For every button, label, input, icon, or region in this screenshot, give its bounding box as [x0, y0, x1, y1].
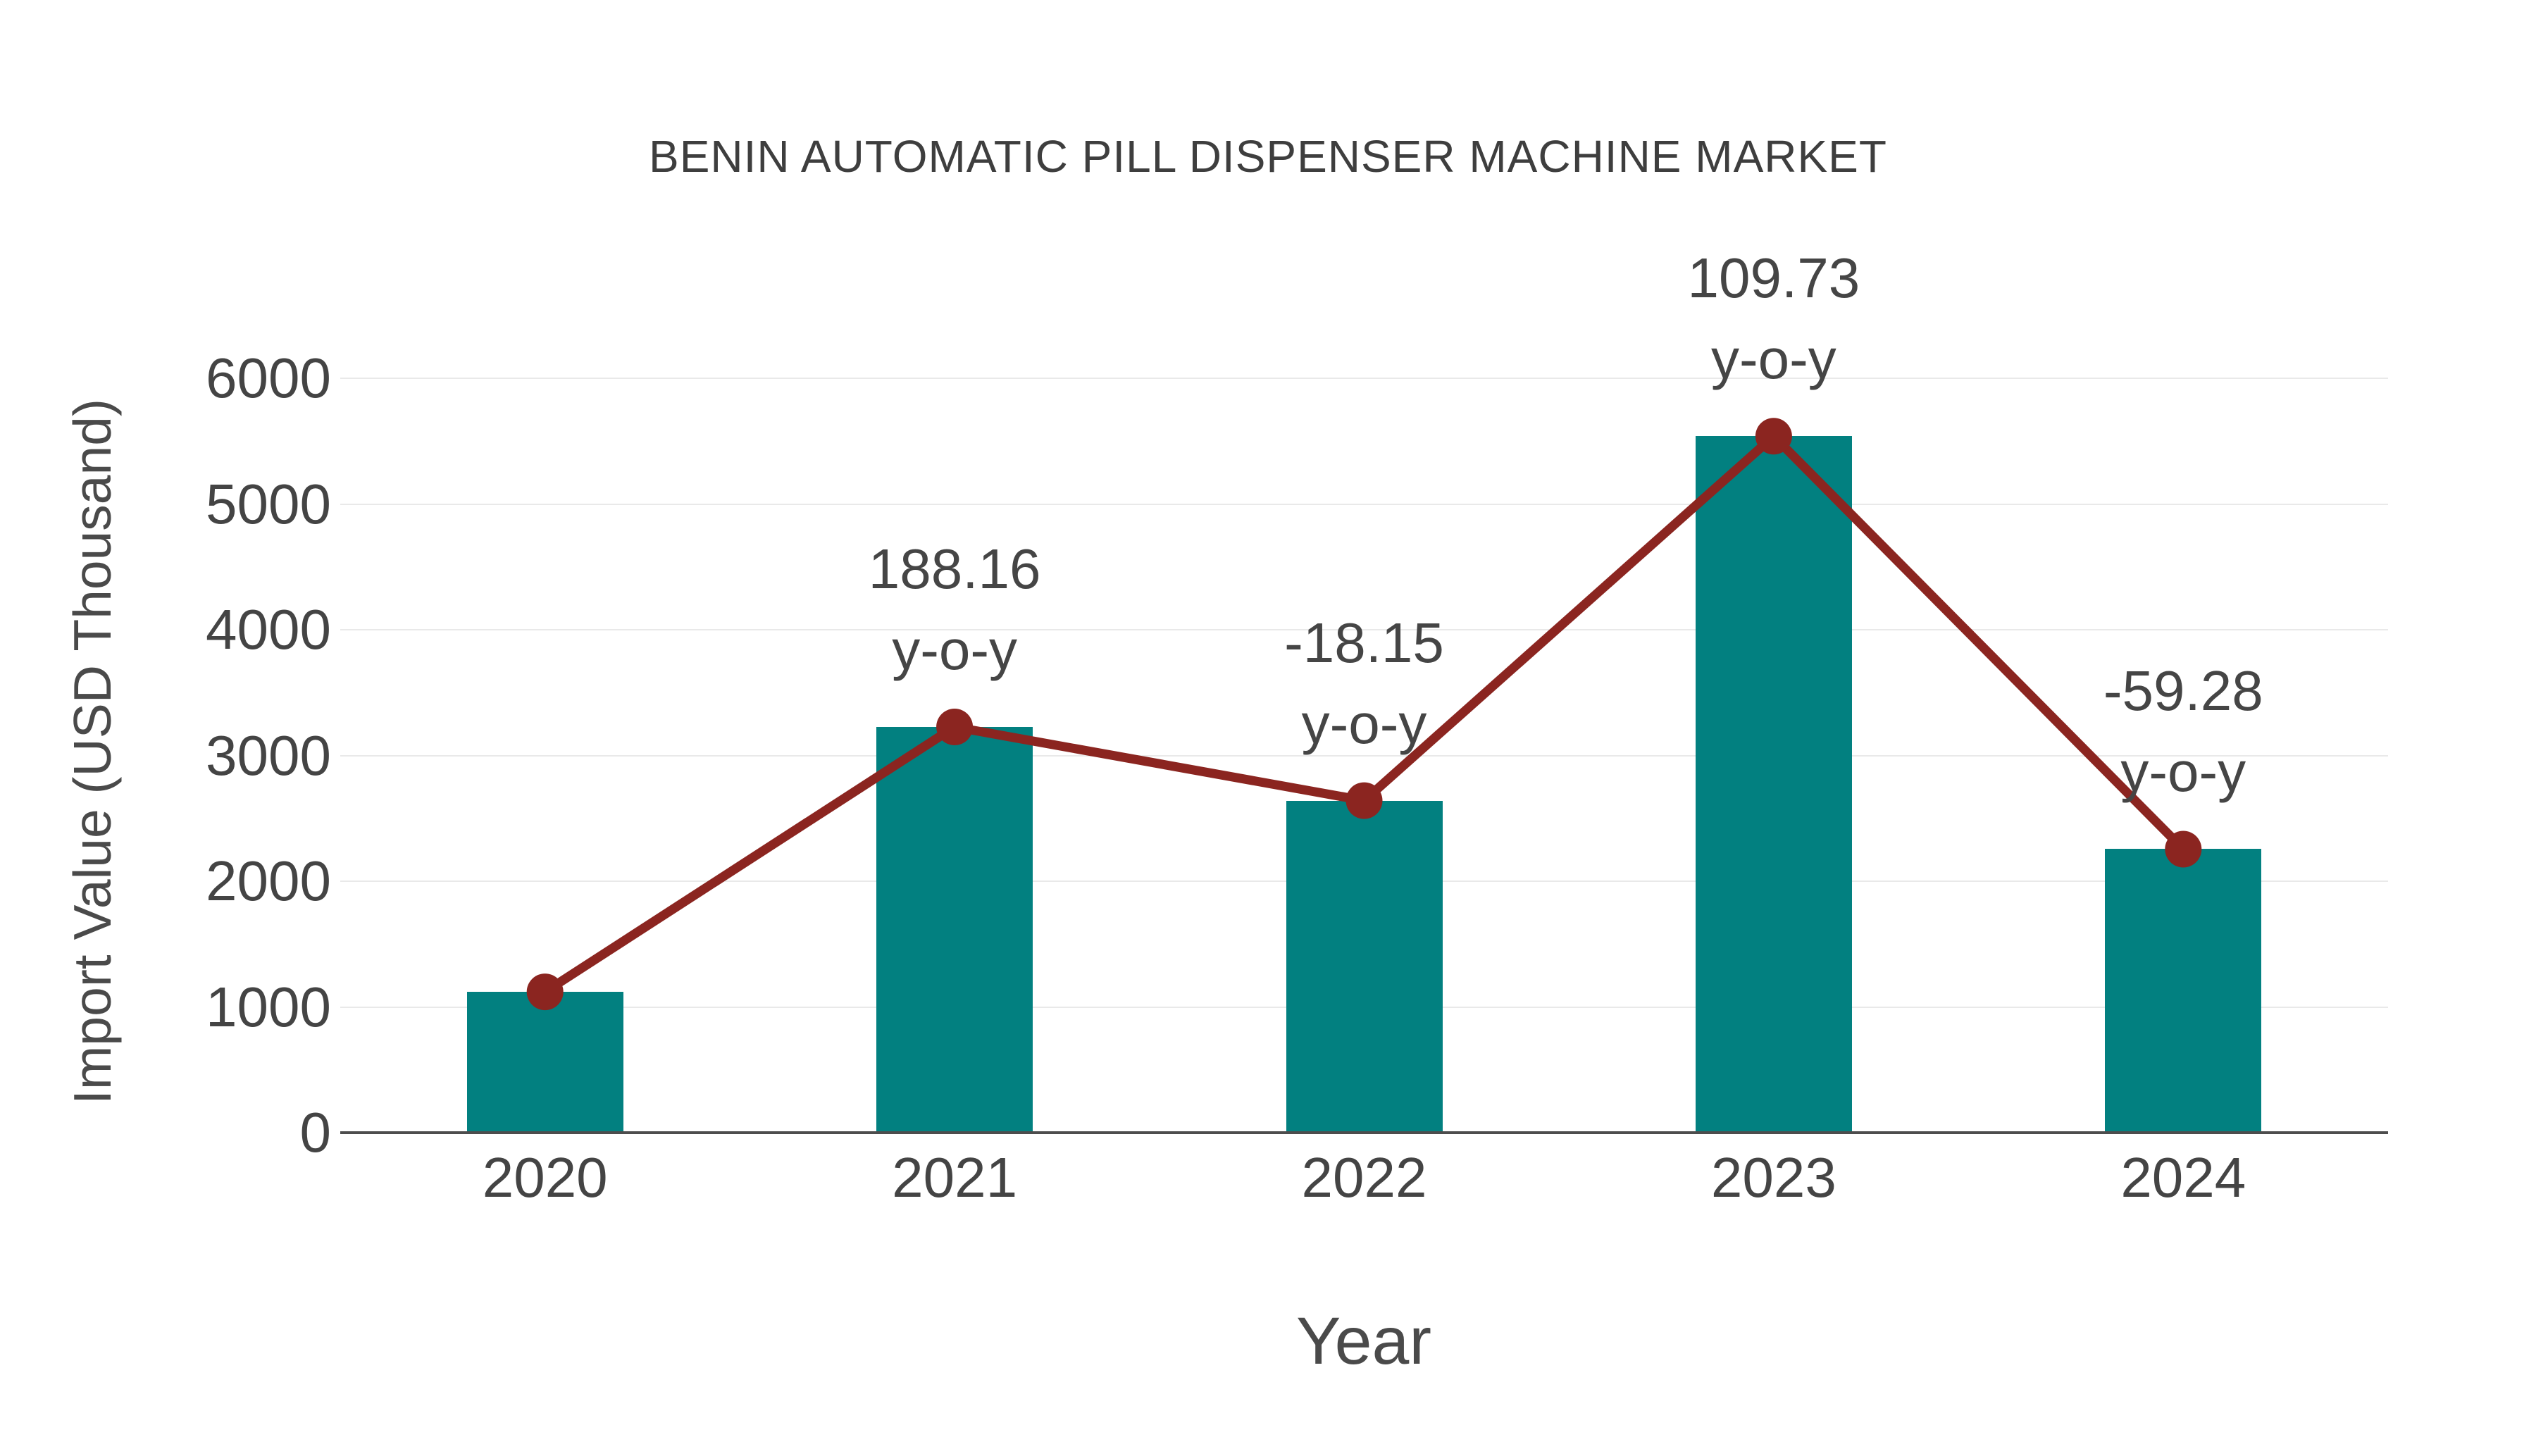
yoy-annotation-unit: y-o-y: [1301, 692, 1427, 755]
bar-2022: [1286, 800, 1443, 1133]
x-tick-label: 2022: [1301, 1146, 1427, 1209]
yoy-annotation-value: -59.28: [2103, 659, 2263, 723]
x-tick-label: 2021: [892, 1146, 1018, 1209]
gridline-4000: [340, 629, 2388, 630]
y-tick-label: 2000: [206, 850, 331, 912]
y-tick-label: 3000: [206, 723, 331, 787]
import-value-chart: BENIN AUTOMATIC PILL DISPENSER MACHINE M…: [63, 131, 2430, 1379]
x-tick-label: 2020: [482, 1146, 608, 1209]
y-tick-label: 5000: [206, 472, 331, 535]
yoy-annotation-unit: y-o-y: [892, 618, 1017, 681]
data-point-marker-2024: [2165, 830, 2202, 868]
yoy-annotation-unit: y-o-y: [1711, 328, 1836, 391]
data-point-marker-2022: [1345, 782, 1383, 819]
yoy-annotation-value: -18.15: [1284, 611, 1444, 674]
x-tick-label: 2023: [1710, 1146, 1836, 1209]
y-tick-label: 0: [299, 1101, 332, 1164]
y-tick-label: 6000: [206, 347, 331, 409]
data-point-marker-2020: [526, 973, 564, 1011]
gridline-6000: [340, 378, 2388, 379]
bar-2021: [876, 726, 1033, 1133]
x-axis-title: Year: [1296, 1304, 1431, 1379]
gridline-5000: [340, 503, 2388, 505]
bar-2020: [466, 992, 623, 1133]
chart-title: BENIN AUTOMATIC PILL DISPENSER MACHINE M…: [649, 131, 1887, 182]
gridline-3000: [340, 754, 2388, 757]
yoy-annotation-2021: 188.16 y-o-y: [708, 528, 1201, 690]
yoy-annotation-2022: -18.15 y-o-y: [1118, 602, 1611, 764]
bar-2024: [2105, 849, 2262, 1133]
yoy-annotation-2023: 109.73 y-o-y: [1527, 237, 2020, 399]
x-tick-label: 2024: [2120, 1146, 2246, 1209]
data-point-marker-2023: [1755, 418, 1792, 455]
yoy-annotation-unit: y-o-y: [2120, 740, 2246, 804]
data-point-marker-2021: [936, 708, 974, 745]
trend-line-overlay: [526, 418, 2202, 1011]
bar-2023: [1695, 436, 1852, 1133]
y-tick-label: 1000: [206, 975, 331, 1038]
yoy-annotation-value: 188.16: [868, 537, 1041, 600]
y-tick-label: 4000: [206, 598, 331, 661]
x-axis-line: [340, 1131, 2388, 1134]
yoy-annotation-2024: -59.28 y-o-y: [1937, 650, 2430, 812]
yoy-annotation-value: 109.73: [1687, 247, 1860, 310]
